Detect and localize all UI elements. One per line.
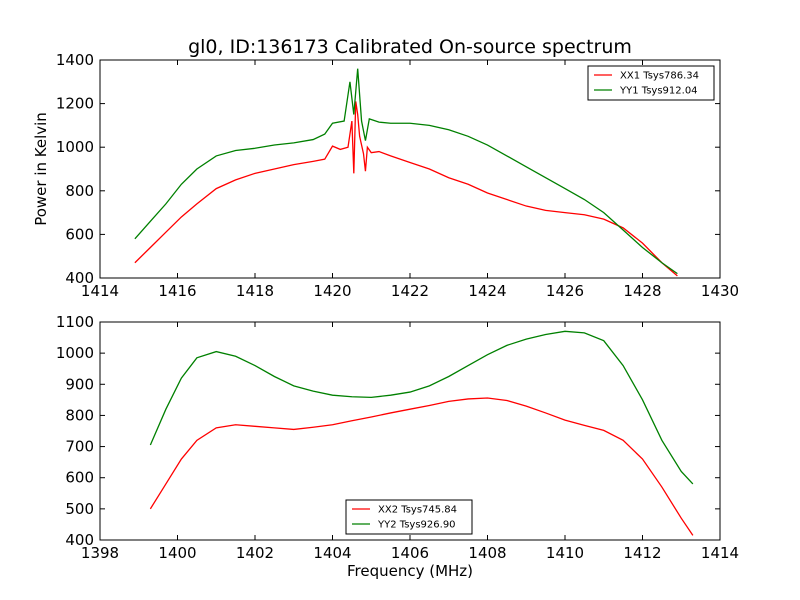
x-tick-label: 1418 [236, 282, 274, 300]
x-tick-label: 1412 [623, 544, 661, 562]
y-tick-label: 600 [65, 469, 94, 487]
x-tick-label: 1414 [81, 282, 119, 300]
legend-label: XX1 Tsys786.34 [620, 71, 699, 82]
y-tick-label: 400 [65, 531, 94, 549]
legend: XX2 Tsys745.84 YY2 Tsys926.90 [345, 499, 473, 535]
y-tick-label: 1100 [56, 313, 94, 331]
series-line-2-2 [149, 330, 694, 485]
x-axis-label-bottom: Frequency (MHz) [347, 562, 473, 580]
x-tick-label: 1424 [468, 282, 506, 300]
y-tick-label: 1200 [56, 95, 94, 113]
y-tick-label: 600 [65, 225, 94, 243]
x-tick-label: 1416 [158, 282, 196, 300]
y-tick-label: 400 [65, 269, 94, 287]
y-tick-label: 1400 [56, 51, 94, 69]
y-tick-label: 800 [65, 406, 94, 424]
legend-label: YY1 Tsys912.04 [619, 86, 698, 97]
legend: XX1 Tsys786.34 YY1 Tsys912.04 [587, 65, 715, 101]
bottom-plot: 1398 1400 1402 1404 1406 1408 1410 1412 1414 400 5… [56, 313, 739, 562]
top-plot: 1414 1416 1418 1420 1422 1424 1426 1428 1430 400 6… [56, 51, 739, 300]
x-tick-label: 1406 [391, 544, 429, 562]
series-line-1-2 [134, 68, 678, 275]
x-tick-label: 1398 [81, 544, 119, 562]
x-tick-label: 1430 [701, 282, 739, 300]
y-tick-label: 1000 [56, 138, 94, 156]
chart-title: gl0, ID:136173 Calibrated On-source spec… [188, 36, 632, 58]
y-tick-label: 900 [65, 375, 94, 393]
y-axis-label-top: Power in Kelvin [32, 112, 50, 226]
legend-label: XX2 Tsys745.84 [378, 505, 457, 516]
x-tick-label: 1400 [158, 544, 196, 562]
series-line-1-1 [134, 101, 678, 277]
x-tick-label: 1414 [701, 544, 739, 562]
series-line-2-1 [149, 397, 694, 536]
x-tick-label: 1422 [391, 282, 429, 300]
x-tick-label: 1426 [546, 282, 584, 300]
y-tick-label: 800 [65, 182, 94, 200]
x-tick-label: 1420 [313, 282, 351, 300]
y-tick-label: 1000 [56, 344, 94, 362]
y-tick-label: 700 [65, 438, 94, 456]
x-tick-label: 1402 [236, 544, 274, 562]
y-tick-label: 500 [65, 500, 94, 518]
x-tick-label: 1410 [546, 544, 584, 562]
x-tick-label: 1428 [623, 282, 661, 300]
legend-label: YY2 Tsys926.90 [377, 520, 456, 531]
x-tick-label: 1404 [313, 544, 351, 562]
x-tick-label: 1408 [468, 544, 506, 562]
